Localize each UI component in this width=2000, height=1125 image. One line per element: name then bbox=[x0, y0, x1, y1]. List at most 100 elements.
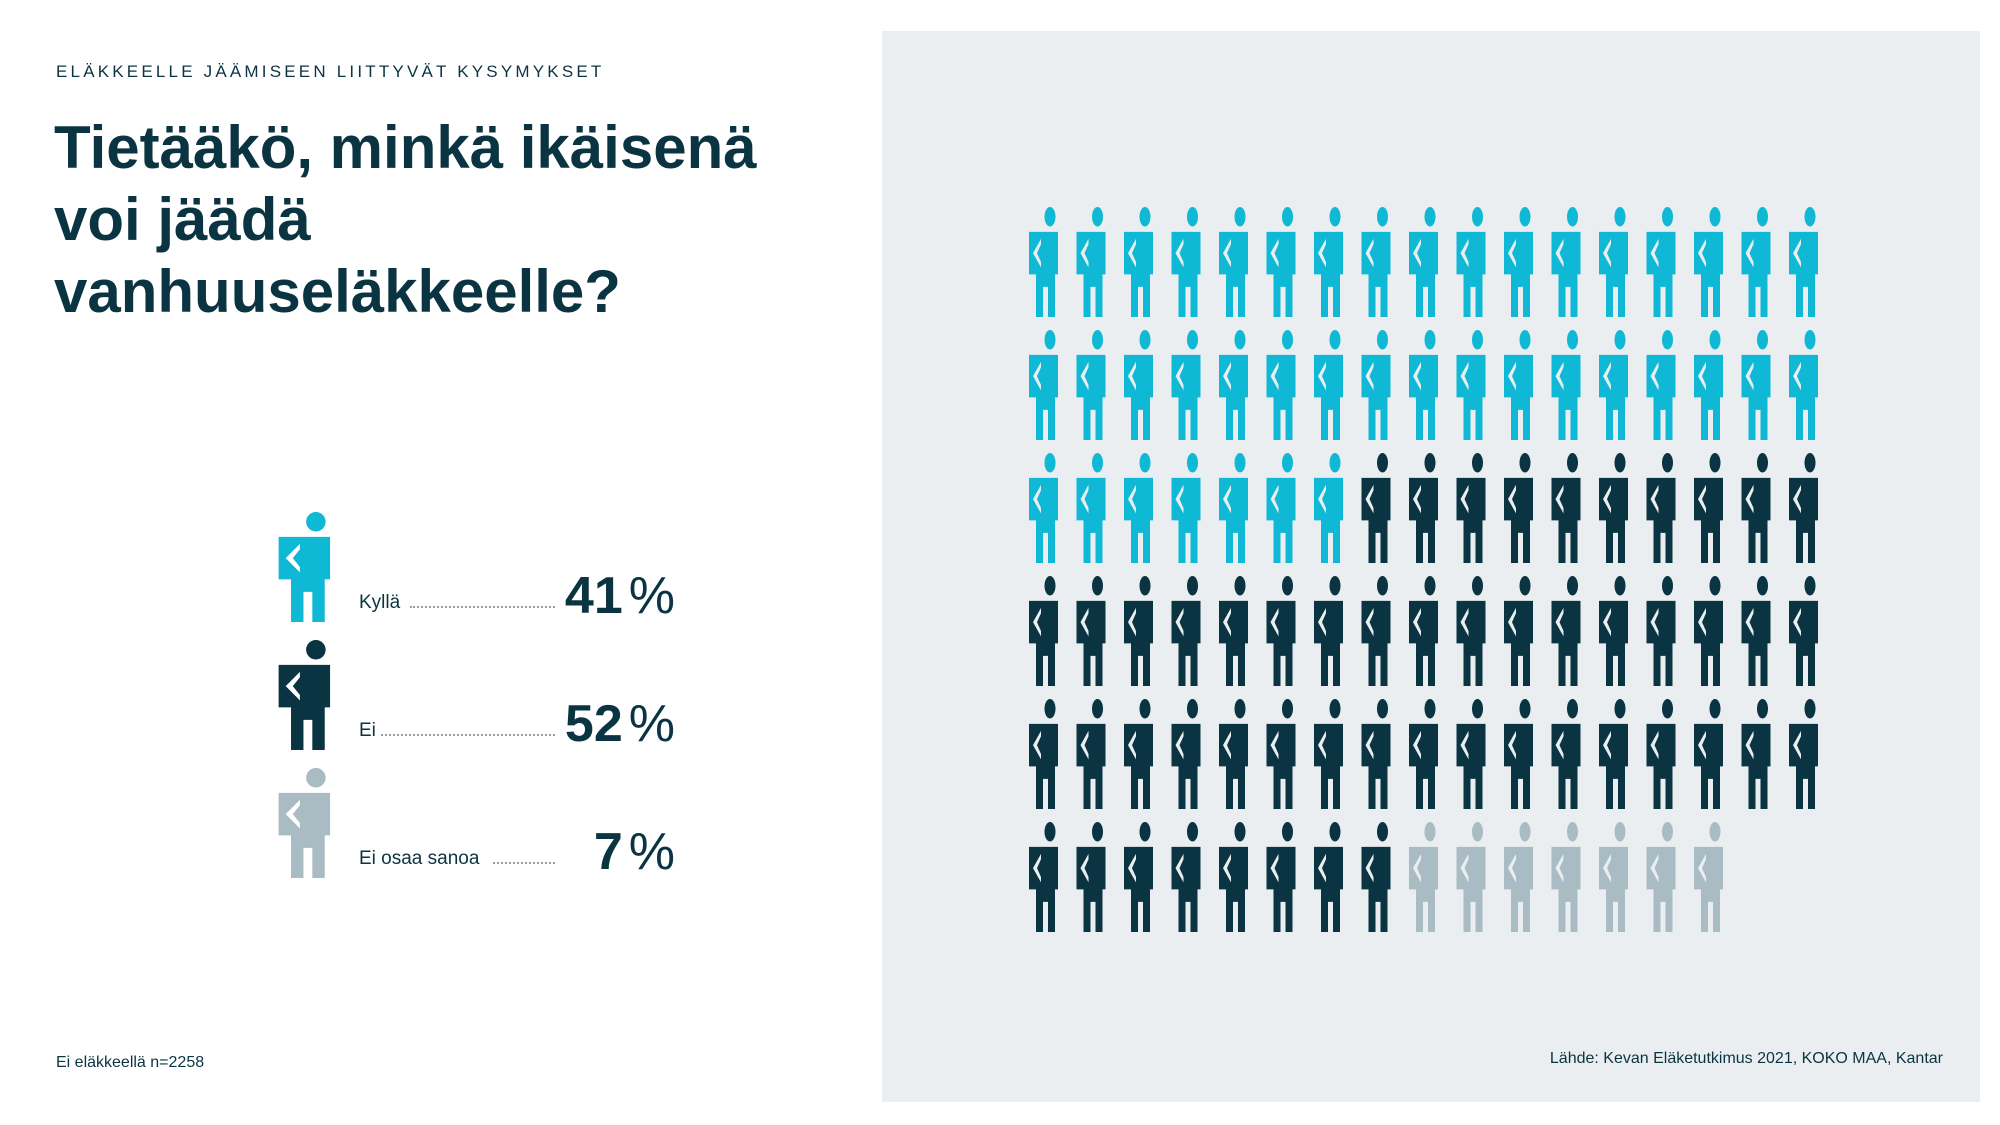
person-icon bbox=[1409, 699, 1438, 809]
leader-dots bbox=[493, 862, 555, 864]
person-icon bbox=[1266, 822, 1296, 932]
legend-label: Ei bbox=[359, 720, 376, 741]
person-icon bbox=[1314, 330, 1343, 440]
pictogram-chart bbox=[1029, 207, 1818, 932]
person-icon bbox=[1741, 576, 1771, 686]
person-icon bbox=[1124, 576, 1153, 686]
person-icon bbox=[1456, 822, 1486, 932]
person-icon bbox=[1694, 207, 1723, 317]
person-icon bbox=[278, 768, 331, 878]
legend-value: 7% bbox=[593, 823, 675, 881]
person-icon bbox=[1266, 330, 1296, 440]
person-icon bbox=[1456, 699, 1486, 809]
person-icon bbox=[1361, 699, 1391, 809]
person-icon bbox=[1266, 207, 1296, 317]
person-icon bbox=[1694, 576, 1723, 686]
person-icon bbox=[1504, 822, 1533, 932]
person-icon bbox=[1646, 453, 1676, 563]
legend-item-ei-osaa-sanoa: Ei osaa sanoa 7% bbox=[275, 768, 675, 878]
legend-item-kylla: Kyllä 41% bbox=[275, 512, 675, 622]
person-icon bbox=[1789, 576, 1818, 686]
person-icon bbox=[1741, 330, 1771, 440]
person-icon bbox=[1076, 699, 1106, 809]
person-icon bbox=[1029, 699, 1058, 809]
person-icon bbox=[1266, 453, 1296, 563]
person-icon bbox=[1314, 453, 1343, 563]
person-icon bbox=[1076, 330, 1106, 440]
person-icon bbox=[1599, 207, 1628, 317]
person-icon bbox=[1076, 576, 1106, 686]
person-icon bbox=[1171, 453, 1201, 563]
person-icon bbox=[1029, 453, 1058, 563]
person-icon bbox=[1361, 453, 1391, 563]
page-title: Tietääkö, minkä ikäisenä voi jäädä vanhu… bbox=[54, 114, 757, 325]
person-icon bbox=[1646, 330, 1676, 440]
pictogram-panel bbox=[882, 31, 1980, 1102]
person-icon bbox=[1171, 822, 1201, 932]
person-icon bbox=[1551, 330, 1581, 440]
person-icon bbox=[1219, 207, 1248, 317]
person-icon bbox=[1599, 699, 1628, 809]
person-icon bbox=[1124, 822, 1153, 932]
legend-label: Ei osaa sanoa bbox=[359, 848, 480, 869]
person-icon bbox=[1171, 699, 1201, 809]
person-icon bbox=[1361, 207, 1391, 317]
person-icon bbox=[1171, 330, 1201, 440]
person-icon bbox=[1694, 453, 1723, 563]
person-icon bbox=[1551, 576, 1581, 686]
person-icon bbox=[1029, 822, 1058, 932]
legend-value: 52% bbox=[564, 695, 675, 753]
person-icon bbox=[1694, 699, 1723, 809]
person-icon bbox=[1409, 576, 1438, 686]
person-icon bbox=[1504, 453, 1533, 563]
person-icon bbox=[1314, 576, 1343, 686]
person-icon bbox=[1504, 207, 1533, 317]
person-icon bbox=[1219, 822, 1248, 932]
person-icon bbox=[1076, 453, 1106, 563]
person-icon bbox=[1694, 330, 1723, 440]
person-icon bbox=[1314, 207, 1343, 317]
person-icon bbox=[1456, 453, 1486, 563]
person-icon bbox=[1789, 453, 1818, 563]
person-icon bbox=[1219, 576, 1248, 686]
sample-size-note: Ei eläkkeellä n=2258 bbox=[56, 1054, 205, 1071]
person-icon bbox=[1409, 330, 1438, 440]
legend-item-ei: Ei 52% bbox=[275, 640, 675, 750]
person-icon bbox=[1551, 207, 1581, 317]
person-icon bbox=[1504, 330, 1533, 440]
eyebrow-label: ELÄKKEELLE JÄÄMISEEN LIITTYVÄT KYSYMYKSE… bbox=[56, 62, 605, 81]
person-icon bbox=[1124, 699, 1153, 809]
person-icon bbox=[1599, 576, 1628, 686]
person-icon bbox=[1409, 207, 1438, 317]
person-icon bbox=[1409, 453, 1438, 563]
person-icon bbox=[1124, 453, 1153, 563]
person-icon bbox=[1314, 699, 1343, 809]
person-icon bbox=[1314, 822, 1343, 932]
person-icon bbox=[1694, 822, 1723, 932]
person-icon bbox=[1789, 699, 1818, 809]
person-icon bbox=[1361, 576, 1391, 686]
person-icon bbox=[1551, 699, 1581, 809]
person-icon bbox=[1741, 699, 1771, 809]
person-icon bbox=[1646, 207, 1676, 317]
source-note: Lähde: Kevan Eläketutkimus 2021, KOKO MA… bbox=[1549, 1050, 1943, 1067]
person-icon bbox=[1029, 330, 1058, 440]
person-icon bbox=[1219, 453, 1248, 563]
person-icon bbox=[1551, 822, 1581, 932]
person-icon bbox=[278, 640, 331, 750]
person-icon bbox=[1219, 699, 1248, 809]
legend-value: 41% bbox=[564, 567, 675, 625]
person-icon bbox=[1409, 822, 1438, 932]
person-icon bbox=[1741, 207, 1771, 317]
person-icon bbox=[1361, 822, 1391, 932]
person-icon bbox=[1266, 699, 1296, 809]
person-icon bbox=[1504, 699, 1533, 809]
person-icon bbox=[1789, 330, 1818, 440]
person-icon bbox=[1646, 576, 1676, 686]
person-icon bbox=[1171, 207, 1201, 317]
person-icon bbox=[1646, 822, 1676, 932]
legend-label: Kyllä bbox=[359, 592, 401, 613]
person-icon bbox=[1219, 330, 1248, 440]
person-icon bbox=[1646, 699, 1676, 809]
person-icon bbox=[1456, 330, 1486, 440]
